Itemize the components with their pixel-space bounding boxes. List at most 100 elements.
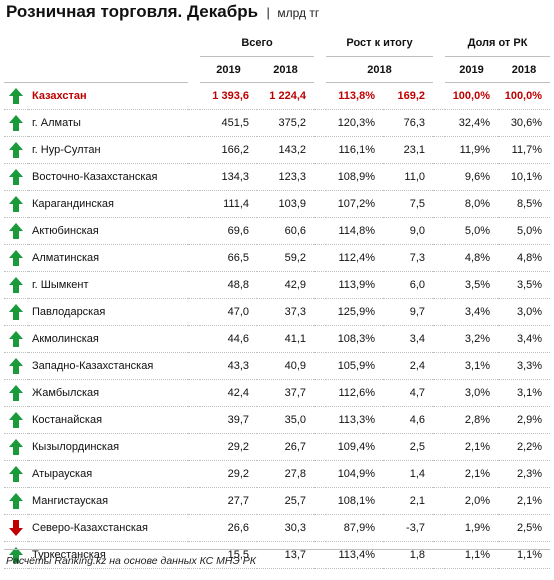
spacer [433,460,445,488]
spacer [433,163,445,191]
cell-growth-pct: 113,4% [326,541,383,569]
cell-share-2019: 5,0% [445,217,498,245]
spacer [314,541,326,569]
cell-share-2019: 11,9% [445,136,498,164]
cell-total-2018: 35,0 [257,406,314,434]
unit-label: млрд тг [277,6,320,20]
spacer [314,271,326,299]
spacer [188,109,200,137]
arrow-up-icon [4,433,28,461]
region-name: Северо-Казахстанская [28,514,188,542]
source-note: Расчёты Ranking.kz на основе данных КС М… [6,555,256,567]
spacer [433,541,445,569]
table-row: Жамбылская 42,4 37,7 112,6% 4,7 3,0% 3,1% [4,379,551,407]
spacer [314,406,326,434]
cell-growth-abs: 2,1 [383,487,433,515]
cell-total-2018: 37,7 [257,379,314,407]
spacer [433,244,445,272]
cell-share-2018: 3,3% [498,352,551,380]
chart-title: Розничная торговля. Декабрь | млрд тг [6,2,319,28]
region-name: Восточно-Казахстанская [28,163,188,191]
cell-growth-pct: 108,9% [326,163,383,191]
cell-total-2019: 42,4 [200,379,257,407]
spacer [188,406,200,434]
cell-share-2018: 2,2% [498,433,551,461]
cell-growth-pct: 87,9% [326,514,383,542]
spacer [433,217,445,245]
footer-divider [4,549,550,550]
cell-total-2019: 66,5 [200,244,257,272]
cell-total-2018: 25,7 [257,487,314,515]
cell-share-2019: 3,5% [445,271,498,299]
cell-growth-abs: 4,7 [383,379,433,407]
spacer [188,325,200,353]
group-header-growth: Рост к итогу [326,30,433,57]
spacer [314,379,326,407]
cell-total-2019: 69,6 [200,217,257,245]
arrow-up-icon [9,169,23,185]
arrow-up-icon [4,352,28,380]
header-row-groups: Всего Рост к итогу Доля от РК [4,30,551,57]
cell-growth-abs: 7,5 [383,190,433,218]
cell-share-2018: 2,9% [498,406,551,434]
cell-total-2019: 1 393,6 [200,82,257,110]
cell-share-2018: 2,1% [498,487,551,515]
cell-total-2019: 166,2 [200,136,257,164]
cell-growth-pct: 112,4% [326,244,383,272]
arrow-down-icon [4,514,28,542]
arrow-up-icon [9,412,23,428]
title-separator: | [266,5,270,20]
cell-share-2018: 3,1% [498,379,551,407]
spacer [314,298,326,326]
arrow-up-icon [9,142,23,158]
cell-share-2018: 5,0% [498,217,551,245]
arrow-up-icon [4,406,28,434]
cell-total-2019: 134,3 [200,163,257,191]
arrow-up-icon [4,82,28,110]
region-name: Атырауская [28,460,188,488]
cell-share-2018: 2,5% [498,514,551,542]
cell-share-2019: 4,8% [445,244,498,272]
arrow-up-icon [4,244,28,272]
cell-share-2018: 100,0% [498,82,551,110]
arrow-up-icon [4,109,28,137]
spacer [314,433,326,461]
cell-share-2018: 10,1% [498,163,551,191]
retail-table: Всего Рост к итогу Доля от РК 2019 2018 … [4,30,551,569]
cell-growth-abs: 2,4 [383,352,433,380]
arrow-up-icon [9,547,23,563]
cell-growth-pct: 113,9% [326,271,383,299]
arrow-up-icon [9,88,23,104]
table-row: Акмолинская 44,6 41,1 108,3% 3,4 3,2% 3,4% [4,325,551,353]
group-header-share: Доля от РК [445,30,551,57]
arrow-up-icon [4,217,28,245]
spacer [314,244,326,272]
table-row: Актюбинская 69,6 60,6 114,8% 9,0 5,0% 5,0% [4,217,551,245]
arrow-up-icon [9,358,23,374]
table-row: Кызылординская 29,2 26,7 109,4% 2,5 2,1% 2,2% [4,433,551,461]
spacer [433,136,445,164]
cell-growth-pct: 113,3% [326,406,383,434]
arrow-up-icon [9,439,23,455]
spacer [188,190,200,218]
table-row: Казахстан 1 393,6 1 224,4 113,8% 169,2 100,0%… [4,82,551,110]
cell-growth-abs: -3,7 [383,514,433,542]
arrow-up-icon [4,379,28,407]
arrow-up-icon [9,385,23,401]
spacer [188,136,200,164]
table-body: Казахстан 1 393,6 1 224,4 113,8% 169,2 100,0%… [4,82,551,569]
cell-share-2019: 3,4% [445,298,498,326]
arrow-up-icon [9,250,23,266]
cell-total-2018: 40,9 [257,352,314,380]
cell-total-2019: 48,8 [200,271,257,299]
table-row: Туркестанская 15,5 13,7 113,4% 1,8 1,1% 1,1% [4,541,551,569]
cell-growth-pct: 113,8% [326,82,383,110]
region-name: Западно-Казахстанская [28,352,188,380]
cell-share-2018: 3,5% [498,271,551,299]
cell-growth-pct: 108,1% [326,487,383,515]
cell-share-2018: 2,3% [498,460,551,488]
spacer [188,487,200,515]
cell-share-2018: 4,8% [498,244,551,272]
cell-growth-pct: 116,1% [326,136,383,164]
spacer [314,109,326,137]
